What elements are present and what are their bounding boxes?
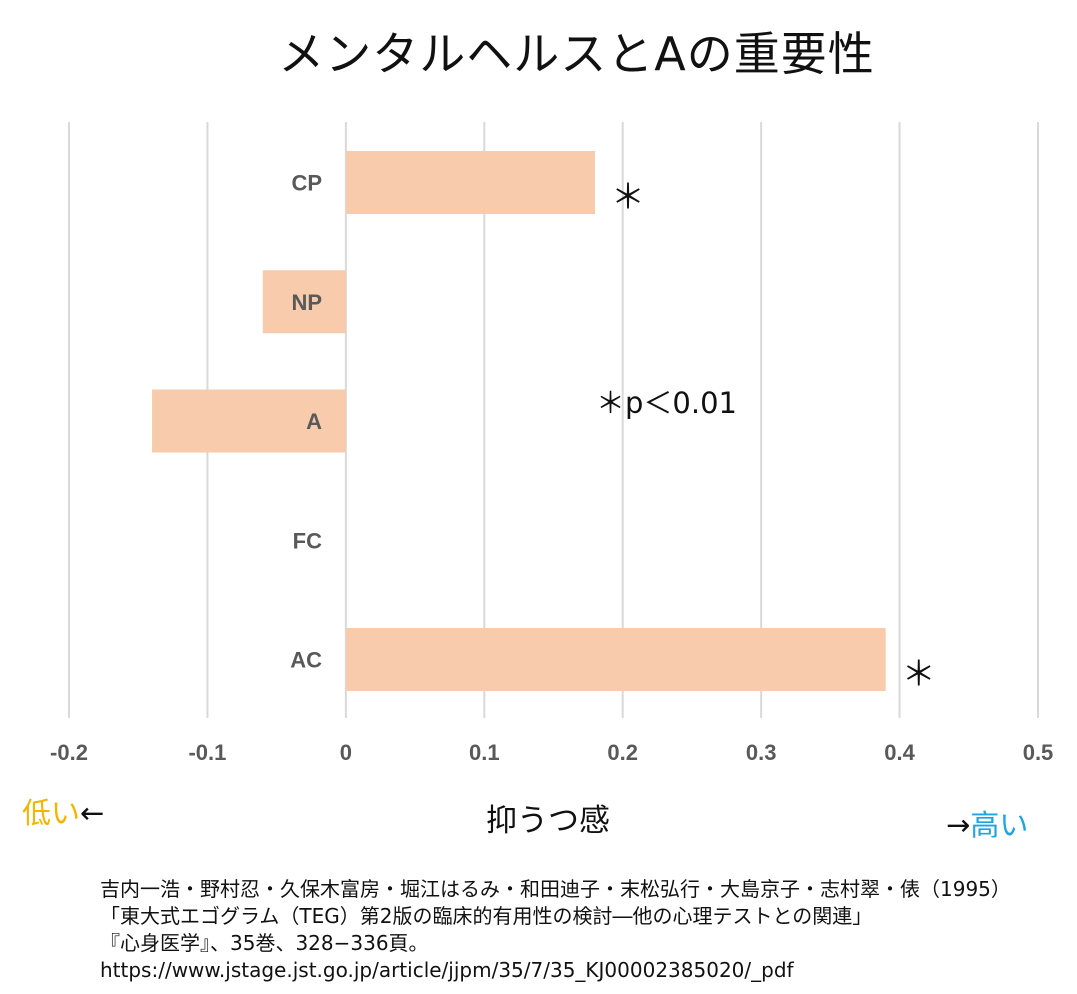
category-label: CP <box>291 171 322 196</box>
x-tick-label: 0.2 <box>607 740 638 765</box>
x-tick-label: -0.2 <box>50 740 88 765</box>
category-label: FC <box>293 528 322 553</box>
bar-np <box>262 270 346 334</box>
bar-ac <box>345 628 886 691</box>
high-direction-label: →高い <box>946 802 1028 844</box>
x-axis-label: 抑うつ感 <box>486 803 610 839</box>
x-tick-label: 0 <box>340 740 352 765</box>
x-tick-labels: -0.2 -0.1 0 0.1 0.2 0.3 0.4 0.5 <box>50 740 1053 765</box>
low-word: 低い <box>22 796 81 830</box>
right-arrow-icon: → <box>946 808 971 842</box>
left-arrow-icon: ← <box>80 796 105 830</box>
x-tick-label: -0.1 <box>188 740 226 765</box>
citation-line: https://www.jstage.jst.go.jp/article/jjp… <box>100 958 794 982</box>
high-word: 高い <box>970 808 1029 842</box>
citation-line: 『心身医学』、35巻、328−336頁。 <box>100 931 429 955</box>
significance-marks: ＊＊ <box>611 178 936 695</box>
citation-line: 吉内一浩・野村忍・久保木富房・堀江はるみ・和田迪子・末松弘行・大島京子・志村翠・… <box>100 877 1011 901</box>
bars <box>152 151 886 691</box>
x-tick-label: 0.1 <box>469 740 500 765</box>
category-label: AC <box>290 648 322 673</box>
significance-mark: ＊ <box>611 178 645 218</box>
category-label: NP <box>291 290 322 315</box>
low-direction-label: 低い← <box>22 790 104 832</box>
significance-mark: ＊ <box>902 655 936 695</box>
bar-a <box>152 389 346 453</box>
citation-line: 「東大式エゴグラム（TEG）第2版の臨床的有用性の検討―他の心理テストとの関連」 <box>100 904 873 928</box>
x-tick-label: 0.5 <box>1023 740 1054 765</box>
x-tick-label: 0.4 <box>884 740 915 765</box>
citation: 吉内一浩・野村忍・久保木富房・堀江はるみ・和田迪子・末松弘行・大島京子・志村翠・… <box>100 876 1011 984</box>
significance-note: ＊p＜0.01 <box>596 386 737 420</box>
chart-title: メンタルヘルスとAの重要性 <box>278 27 875 81</box>
category-labels: CP NP A FC AC <box>290 171 322 673</box>
x-tick-label: 0.3 <box>746 740 777 765</box>
bar-cp <box>345 151 596 214</box>
category-label: A <box>306 409 322 434</box>
